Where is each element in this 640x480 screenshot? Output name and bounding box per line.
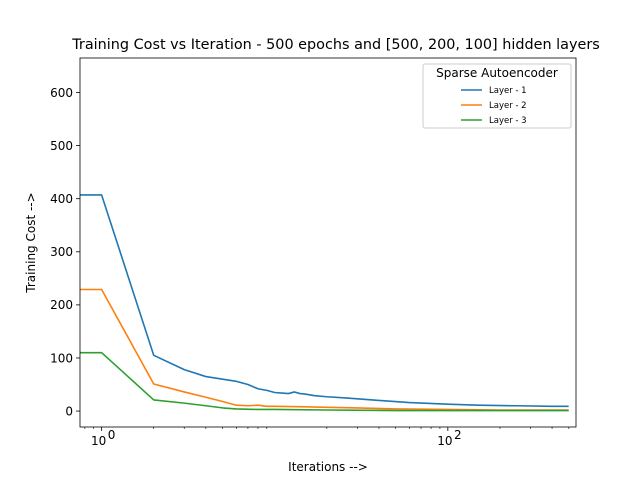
legend-box <box>422 63 572 129</box>
x-axis-ticks: 10 0 10 2 <box>84 427 570 448</box>
y-tick-label: 600 <box>50 86 73 100</box>
x-tick-label: 10 <box>91 434 106 448</box>
plot-area <box>80 194 569 412</box>
chart-title: Training Cost vs Iteration - 500 epochs … <box>71 37 600 53</box>
legend-title: Sparse Autoencoder <box>436 66 558 80</box>
legend-items: Layer - 1 Layer - 2 Layer - 3 <box>461 86 527 126</box>
x-tick-exponent: 2 <box>454 428 462 442</box>
legend-label-layer-2: Layer - 2 <box>489 101 527 111</box>
y-tick-label: 200 <box>50 298 73 312</box>
legend-label-layer-1: Layer - 1 <box>489 86 527 96</box>
y-axis-ticks: 0 100 200 300 400 500 600 <box>50 86 80 418</box>
x-tick-label: 10 <box>437 434 452 448</box>
y-tick-label: 500 <box>50 139 73 153</box>
y-tick-label: 0 <box>65 404 73 418</box>
series-line-layer-1 <box>80 194 569 408</box>
x-tick-exponent: 0 <box>108 428 116 442</box>
x-axis-label: Iterations --> <box>288 460 368 474</box>
legend-label-layer-3: Layer - 3 <box>489 116 527 126</box>
y-tick-label: 300 <box>50 245 73 259</box>
series-line-layer-2 <box>80 288 569 411</box>
y-tick-label: 400 <box>50 192 73 206</box>
series-line-layer-3 <box>80 351 569 412</box>
axes-frame <box>79 57 577 428</box>
y-tick-label: 100 <box>50 351 73 365</box>
y-axis-label: Training Cost --> <box>24 192 38 293</box>
